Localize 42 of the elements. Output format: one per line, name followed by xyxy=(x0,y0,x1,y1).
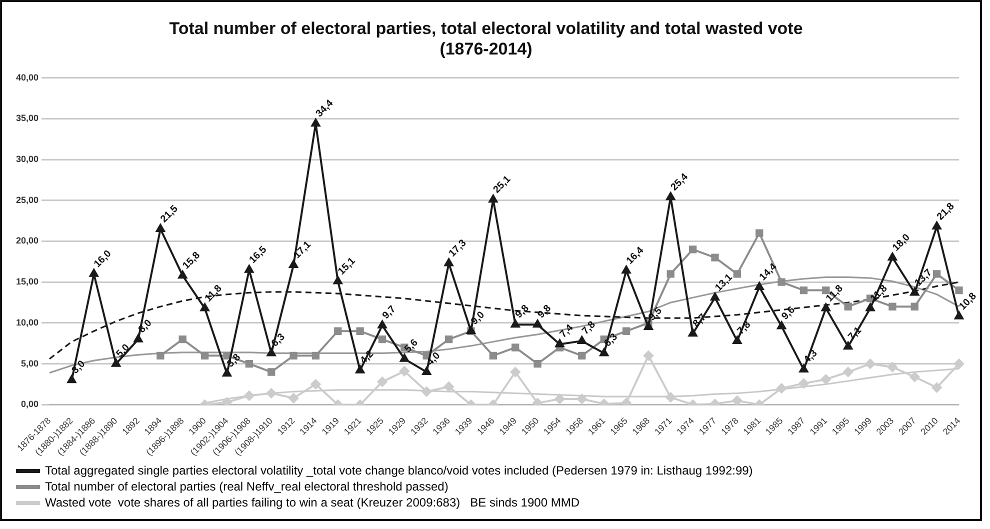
y-tick-label: 20,00 xyxy=(16,236,39,246)
data-label: 5,6 xyxy=(402,337,421,355)
data-label: 34,4 xyxy=(314,98,336,120)
data-label: 11,8 xyxy=(868,282,890,304)
data-label: 9,7 xyxy=(380,304,398,322)
data-label: 3,0 xyxy=(70,358,88,376)
data-label: 13,1 xyxy=(713,272,736,294)
legend-label: Total number of electoral parties (real Neffv_real electoral threshold passed) xyxy=(45,479,448,494)
data-label: 11,8 xyxy=(203,282,225,304)
y-tick-label: 0,00 xyxy=(20,399,39,410)
legend-label: Wasted vote vote shares of all parties failing to win a seat (Kreuzer 2009:683) BE sinds 1900 MMD xyxy=(45,495,580,510)
y-tick-label: 30,00 xyxy=(16,154,39,164)
data-label: 7,8 xyxy=(735,319,754,338)
chart-title: Total number of electoral parties, total electoral volatility and total wasted vote (1876-2014) xyxy=(169,18,803,58)
y-tick-label: 10,00 xyxy=(16,317,39,328)
legend-label: Total aggregated single parties electoral volatility _total vote change blanco/void votes included (Pedersen 1979 in: Listhaug 1992:99) xyxy=(45,463,753,478)
data-label: 9,0 xyxy=(469,309,488,328)
data-label: 5,0 xyxy=(114,342,132,360)
y-tick-label: 40,00 xyxy=(16,72,39,82)
data-label: 6,3 xyxy=(602,331,620,350)
y-tick-label: 15,00 xyxy=(16,276,39,287)
data-label: 4,2 xyxy=(358,348,376,366)
data-label: 9,6 xyxy=(780,304,798,322)
data-label: 4,0 xyxy=(424,350,443,368)
y-tick-label: 35,00 xyxy=(16,113,39,124)
data-label: 8,0 xyxy=(136,317,154,336)
y-tick-label: 5,00 xyxy=(20,358,39,368)
data-label: 15,1 xyxy=(336,256,358,278)
data-label: 7,1 xyxy=(846,324,864,343)
data-label: 8,7 xyxy=(691,312,710,330)
data-label: 3,8 xyxy=(225,352,244,370)
data-label: 4,3 xyxy=(802,348,820,366)
data-label: 7,4 xyxy=(558,322,576,340)
data-label: 18,0 xyxy=(890,232,913,254)
data-label: 17,1 xyxy=(292,239,314,262)
y-tick-label: 25,00 xyxy=(16,194,39,205)
data-label: 11,8 xyxy=(824,282,846,304)
data-label: 9,8 xyxy=(536,302,554,321)
data-label: 7,8 xyxy=(580,319,598,338)
data-label: 9,8 xyxy=(514,302,532,321)
data-label: 6,3 xyxy=(270,331,288,350)
data-label: 9,5 xyxy=(646,305,665,324)
